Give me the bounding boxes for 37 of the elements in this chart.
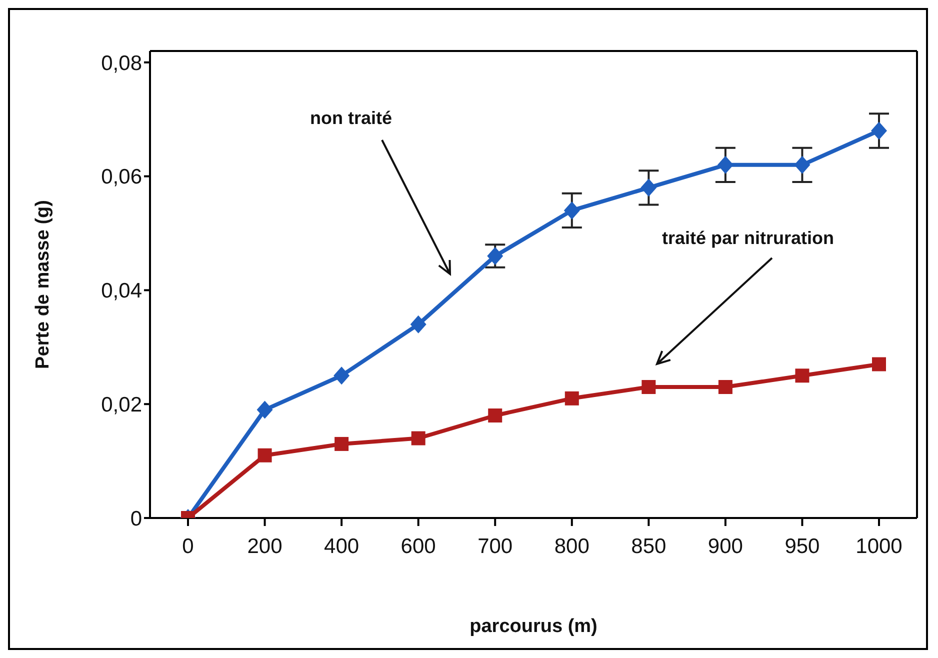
x-axis-title: parcourus (m) [470,616,598,637]
x-tick-label: 200 [247,534,282,558]
x-tick-label: 400 [324,534,360,558]
annotation: traité par nitruration [662,228,834,248]
y-axis-title: Perte de masse (g) [32,200,54,369]
y-tick-label: 0,02 [101,394,142,417]
point [872,357,886,372]
x-tick-label: 850 [631,534,666,558]
point [334,366,350,385]
x-tick-label: 0 [182,534,194,558]
x-tick-label: 900 [708,534,743,558]
point [334,436,349,451]
x-tick-label: 600 [400,534,436,558]
y-tick-label: 0,08 [101,52,142,75]
y-tick-label: 0 [130,507,142,530]
annotation: non traité [310,108,392,128]
point [795,368,810,383]
point [487,247,504,266]
y-tick-label: 0,04 [101,280,142,303]
point [717,156,734,174]
point [488,408,502,422]
point [640,178,657,197]
x-tick-label: 950 [784,534,820,558]
point [794,156,810,174]
x-tick-label: 700 [478,534,513,558]
y-tick-label: 0,06 [101,166,142,189]
point [718,380,732,394]
point [642,380,656,394]
point [256,400,273,419]
point [564,391,579,406]
point [564,201,580,220]
point [410,315,426,334]
point [258,448,272,462]
point [871,122,887,140]
point [411,431,426,446]
x-tick-label: 1000 [856,534,902,558]
x-tick-label: 800 [554,534,590,558]
